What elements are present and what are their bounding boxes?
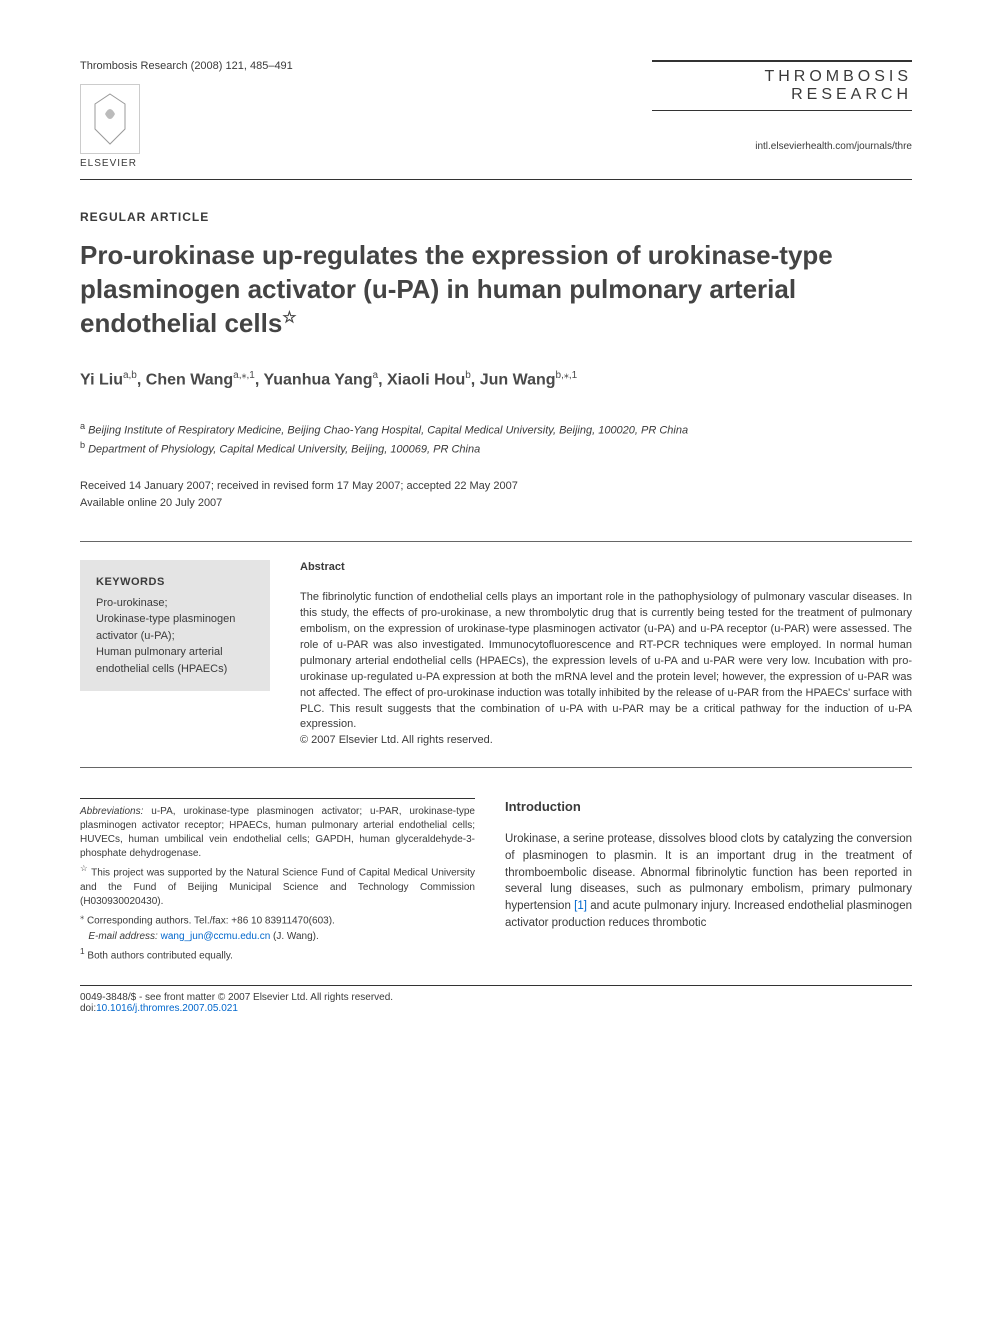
corr-text: Corresponding authors. Tel./fax: +86 10 … [84, 915, 335, 926]
article-type: REGULAR ARTICLE [80, 210, 912, 224]
email-label: E-mail address: [88, 931, 157, 942]
citation-line: Thrombosis Research (2008) 121, 485–491 [80, 60, 293, 72]
header-divider [80, 179, 912, 180]
aff-b-sup: b [80, 440, 85, 450]
doi-label: doi: [80, 1003, 96, 1014]
author-3-sup: a [373, 370, 379, 381]
header-right: THROMBOSIS RESEARCH intl.elsevierhealth.… [652, 60, 912, 152]
online-date: Available online 20 July 2007 [80, 495, 912, 512]
aff-a-sup: a [80, 421, 85, 431]
footnote-funding: ☆ This project was supported by the Natu… [80, 863, 475, 908]
author-2: Chen Wang [146, 372, 233, 389]
page-header: Thrombosis Research (2008) 121, 485–491 … [80, 60, 912, 169]
aff-b-text: Department of Physiology, Capital Medica… [88, 444, 480, 456]
author-5-sup: b,⁎,1 [556, 370, 578, 381]
author-4: Xiaoli Hou [387, 372, 465, 389]
email-link[interactable]: wang_jun@ccmu.edu.cn [161, 931, 271, 942]
journal-title: THROMBOSIS RESEARCH [652, 60, 912, 111]
author-5: Jun Wang [480, 372, 556, 389]
footnotes-column: Abbreviations: u-PA, urokinase-type plas… [80, 798, 475, 965]
abstract-column: Abstract The fibrinolytic function of en… [300, 560, 912, 749]
abstract-copyright: © 2007 Elsevier Ltd. All rights reserved… [300, 733, 912, 749]
affiliation-b: bDepartment of Physiology, Capital Medic… [80, 439, 912, 458]
journal-url[interactable]: intl.elsevierhealth.com/journals/thre [652, 141, 912, 152]
funding-text: This project was supported by the Natura… [80, 868, 475, 907]
footnote-email: E-mail address: wang_jun@ccmu.edu.cn (J.… [80, 930, 475, 944]
received-date: Received 14 January 2007; received in re… [80, 478, 912, 495]
article-dates: Received 14 January 2007; received in re… [80, 478, 912, 511]
equal-text: Both authors contributed equally. [85, 950, 233, 961]
author-1-sup: a,b [123, 370, 137, 381]
header-left: Thrombosis Research (2008) 121, 485–491 … [80, 60, 293, 169]
elsevier-logo-icon [80, 84, 140, 154]
funding-star-icon: ☆ [80, 863, 88, 873]
article-title: Pro-urokinase up-regulates the expressio… [80, 239, 912, 340]
author-3: Yuanhua Yang [263, 372, 372, 389]
author-list: Yi Liua,b, Chen Wanga,⁎,1, Yuanhua Yanga… [80, 370, 912, 389]
footer-divider [80, 985, 912, 986]
bottom-columns: Abbreviations: u-PA, urokinase-type plas… [80, 798, 912, 965]
footnote-equal: 1 Both authors contributed equally. [80, 946, 475, 963]
introduction-body: Urokinase, a serine protease, dissolves … [505, 831, 912, 931]
keyword-1: Pro-urokinase; [96, 595, 254, 612]
author-1: Yi Liu [80, 372, 123, 389]
affiliations: aBeijing Institute of Respiratory Medici… [80, 420, 912, 458]
abstract-heading: Abstract [300, 560, 912, 576]
abbrev-label: Abbreviations: [80, 806, 143, 817]
author-2-sup: a,⁎,1 [233, 370, 255, 381]
doi-link[interactable]: 10.1016/j.thromres.2007.05.021 [96, 1003, 238, 1014]
keywords-box: KEYWORDS Pro-urokinase; Urokinase-type p… [80, 560, 270, 691]
aff-a-text: Beijing Institute of Respiratory Medicin… [88, 424, 688, 436]
affiliation-a: aBeijing Institute of Respiratory Medici… [80, 420, 912, 439]
reference-1-link[interactable]: [1] [574, 900, 587, 912]
footer-doi: doi:10.1016/j.thromres.2007.05.021 [80, 1003, 912, 1014]
introduction-column: Introduction Urokinase, a serine proteas… [505, 798, 912, 965]
keywords-heading: KEYWORDS [96, 574, 254, 591]
email-who: (J. Wang). [270, 931, 319, 942]
author-4-sup: b [465, 370, 471, 381]
footnote-abbreviations: Abbreviations: u-PA, urokinase-type plas… [80, 805, 475, 861]
footer-copyright: 0049-3848/$ - see front matter © 2007 El… [80, 992, 912, 1003]
footnote-corresponding: ⁎ Corresponding authors. Tel./fax: +86 1… [80, 911, 475, 928]
publisher-name: ELSEVIER [80, 158, 293, 169]
abstract-body: The fibrinolytic function of endothelial… [300, 590, 912, 733]
keyword-2: Urokinase-type plasminogen activator (u-… [96, 611, 254, 644]
introduction-heading: Introduction [505, 798, 912, 817]
title-footnote-star-icon: ☆ [282, 309, 296, 326]
keyword-3: Human pulmonary arterial endothelial cel… [96, 644, 254, 677]
title-text: Pro-urokinase up-regulates the expressio… [80, 240, 833, 338]
abstract-section: KEYWORDS Pro-urokinase; Urokinase-type p… [80, 541, 912, 768]
